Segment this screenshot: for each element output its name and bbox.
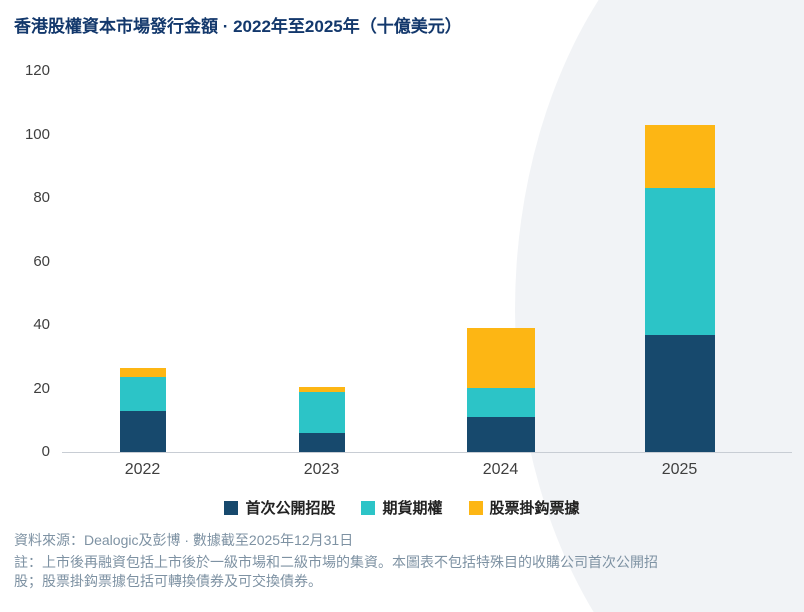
y-axis-tick-label: 100 xyxy=(24,125,50,143)
bar-segment-期貨期權-2023 xyxy=(298,391,345,433)
y-axis-tick-label: 120 xyxy=(24,62,50,79)
bar-2024 xyxy=(466,328,535,452)
bar-segment-股票掛鈎票據-2023 xyxy=(298,386,345,392)
bar-segment-首次公開招股-2022 xyxy=(119,410,166,452)
bar-2023 xyxy=(298,386,345,452)
y-axis-tick-label: 0 xyxy=(41,443,50,460)
bar-2025 xyxy=(644,124,715,452)
x-axis-label: 2025 xyxy=(661,461,698,478)
legend-label: 股票掛鈎票據 xyxy=(489,500,580,517)
y-axis-tick-label: 80 xyxy=(33,189,50,206)
legend-swatch xyxy=(468,500,483,515)
legend-item: 期貨期權 xyxy=(361,497,443,518)
legend-item: 首次公開招股 xyxy=(224,497,335,518)
footer: 資料來源：Dealogic及彭博 · 數據截至2025年12月31日 註：上市後… xyxy=(14,531,796,591)
y-axis-tick-label: 20 xyxy=(33,379,50,397)
legend-item: 股票掛鈎票據 xyxy=(468,497,580,518)
bar-segment-首次公開招股-2023 xyxy=(298,432,345,452)
bar-segment-期貨期權-2024 xyxy=(466,388,535,418)
x-axis-line xyxy=(62,452,792,453)
bar-segment-股票掛鈎票據-2024 xyxy=(466,328,535,389)
x-axis-label: 2024 xyxy=(482,461,519,478)
y-axis-tick-label: 40 xyxy=(33,316,50,333)
bar-segment-期貨期權-2022 xyxy=(119,377,166,411)
bar-segment-期貨期權-2025 xyxy=(644,188,715,335)
legend-label: 期貨期權 xyxy=(382,500,443,517)
chart-title: 香港股權資本市場發行金額 · 2022年至2025年（十億美元） xyxy=(14,17,462,36)
x-axis-label: 2022 xyxy=(124,461,161,478)
bar-segment-首次公開招股-2024 xyxy=(466,417,535,452)
legend-label: 首次公開招股 xyxy=(245,500,336,517)
legend-swatch xyxy=(361,500,376,515)
bar-segment-股票掛鈎票據-2022 xyxy=(119,367,166,378)
x-axis-label: 2023 xyxy=(303,461,340,478)
legend-swatch xyxy=(224,500,239,515)
bar-2022 xyxy=(119,367,166,452)
chart-legend: 首次公開招股 期貨期權 股票掛鈎票據 xyxy=(0,497,804,518)
y-axis-tick-label: 60 xyxy=(33,252,50,270)
footnote-text: 註：上市後再融資包括上市後於一級市場和二級市場的集資。本圖表不包括特殊目的收購公… xyxy=(14,554,658,589)
bar-segment-股票掛鈎票據-2025 xyxy=(644,124,715,189)
bar-segment-首次公開招股-2025 xyxy=(644,334,715,452)
data-source-text: 資料來源：Dealogic及彭博 · 數據截至2025年12月31日 xyxy=(14,532,354,548)
